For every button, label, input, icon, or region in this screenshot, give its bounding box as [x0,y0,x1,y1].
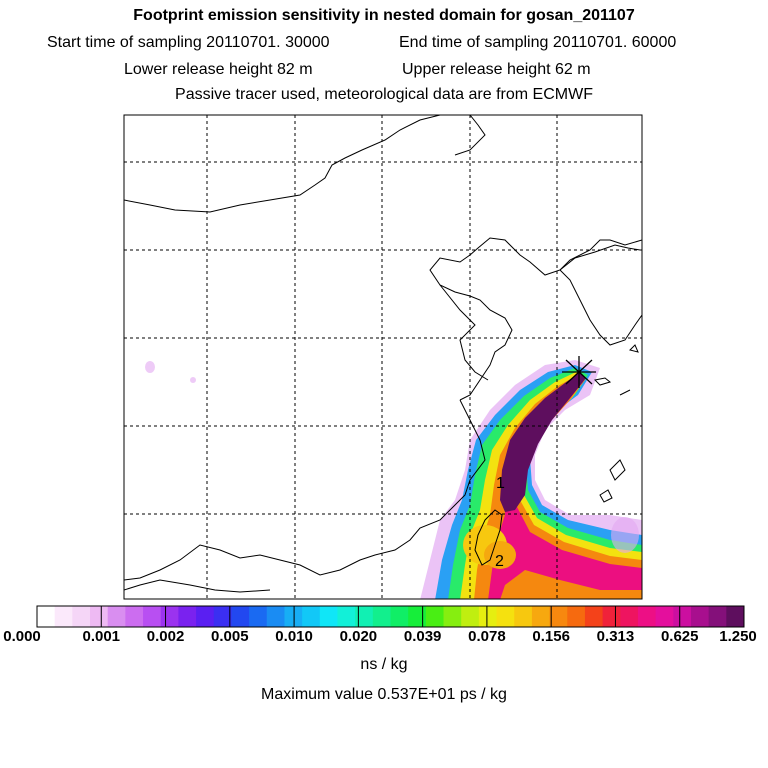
maximum-value-label: Maximum value 0.537E+01 ps / kg [261,686,507,703]
sensitivity-plume [145,360,642,599]
colorbar-cell [54,606,73,627]
colorbar-cell [496,606,515,627]
colorbar-tick-label: 0.001 [82,628,121,645]
colorbar-cell [673,606,692,627]
colorbar-cell [302,606,321,627]
colorbar-cell [355,606,374,627]
colorbar-cell [655,606,674,627]
coastlines [124,115,642,593]
colorbar-cell [249,606,268,627]
colorbar-cell [107,606,126,627]
colorbar-cell [37,606,56,627]
colorbar-tick-label: 0.020 [339,628,378,645]
colorbar-cell [213,606,232,627]
colorbar-cell [531,606,551,627]
colorbar-cell [584,606,604,627]
colorbar-unit-label: ns / kg [360,656,408,673]
end-time-label: End time of sampling 20110701. 60000 [399,34,677,51]
colorbar-cell [284,606,303,627]
colorbar-cell [549,606,568,627]
plot-title: Footprint emission sensitivity in nested… [133,7,635,24]
colorbar-cell [266,606,285,627]
colorbar-cell [567,606,586,627]
colorbar-cell [125,606,144,627]
colorbar-cell [178,606,197,627]
colorbar-cell [408,606,427,627]
map-label-1: 1 [496,475,505,492]
colorbar-cell [708,606,727,627]
colorbar-cell [160,606,179,627]
colorbar-cell [637,606,657,627]
colorbar-cell [231,606,250,627]
colorbar-tick-label: 0.010 [275,628,313,645]
gosan-station-icon [562,356,596,388]
lower-release-label: Lower release height 82 m [124,61,313,78]
colorbar-tick-label: 0.625 [660,628,699,645]
colorbar-cell [443,606,462,627]
colorbar-cell [143,606,162,627]
colorbar-cell [90,606,109,627]
colorbar-tick-label: 0.078 [468,628,506,645]
tracer-info-label: Passive tracer used, meteorological data… [175,86,593,103]
colorbar-cell [461,606,480,627]
colorbar-cell [620,606,639,627]
colorbar-cell [390,606,409,627]
colorbar-tick-label: 0.000 [3,628,41,645]
colorbar-cell [372,606,391,627]
colorbar-cell [72,606,91,627]
colorbar-cell [196,606,215,627]
colorbar-cell [726,606,745,627]
colorbar-tick-label: 0.313 [596,628,635,645]
colorbar-cell [319,606,338,627]
colorbar-cell [602,606,621,627]
map-label-2: 2 [495,553,504,570]
colorbar-cell [337,606,356,627]
colorbar-tick-label: 0.002 [146,628,185,645]
colorbar-cell [514,606,533,627]
colorbar-cell [478,606,498,627]
upper-release-label: Upper release height 62 m [402,61,591,78]
start-time-label: Start time of sampling 20110701. 30000 [47,34,330,51]
colorbar-cell [690,606,710,627]
colorbar-cell [425,606,445,627]
colorbar-tick-label: 1.250 [719,628,757,645]
colorbar-tick-label: 0.156 [532,628,570,645]
graticule [124,115,642,599]
map-frame [123,114,643,600]
colorbar-tick-label: 0.005 [211,628,249,645]
colorbar-tick-label: 0.039 [403,628,442,645]
